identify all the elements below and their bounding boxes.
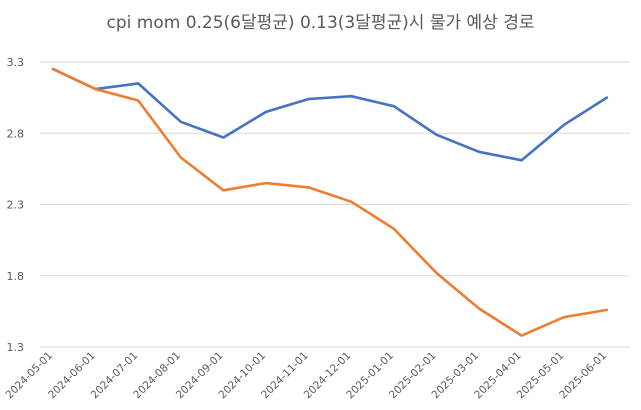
y-tick-label: 3.3 bbox=[7, 56, 25, 69]
series-line-1 bbox=[51, 67, 609, 162]
y-tick-label: 2.3 bbox=[7, 199, 25, 212]
y-tick-label: 2.8 bbox=[7, 127, 25, 140]
x-axis: 2024-05-012024-06-012024-07-012024-08-01… bbox=[3, 350, 608, 402]
y-tick-label: 1.3 bbox=[7, 341, 25, 354]
gridlines bbox=[40, 61, 630, 348]
series-lines bbox=[51, 67, 609, 337]
series-line-2 bbox=[51, 67, 609, 337]
y-axis: 3.3 2.8 2.3 1.8 1.3 bbox=[7, 56, 25, 354]
chart-title: cpi mom 0.25(6달평균) 0.13(3달평균)시 물가 예상 경로 bbox=[106, 13, 535, 33]
y-tick-label: 1.8 bbox=[7, 270, 25, 283]
